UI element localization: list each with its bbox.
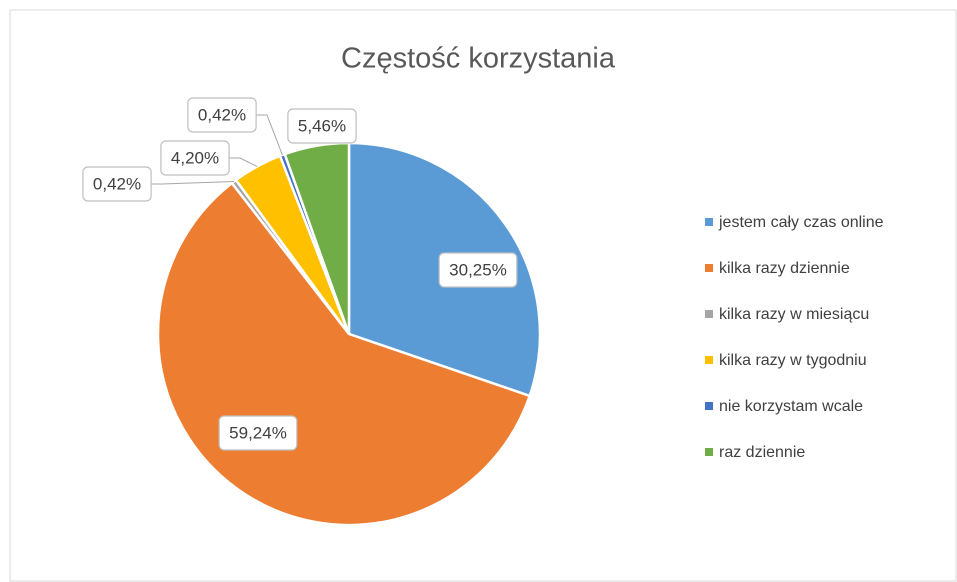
legend-swatch <box>705 448 713 456</box>
legend-swatch <box>705 356 713 364</box>
data-label: 0,42% <box>198 105 246 124</box>
legend-swatch <box>705 264 713 272</box>
legend-label: kilka razy w tygodniu <box>719 352 867 369</box>
data-label-box <box>82 166 152 202</box>
legend-label: jestem cały czas online <box>718 214 884 231</box>
chart-title: Częstość korzystania <box>341 43 616 75</box>
legend-swatch <box>705 310 713 318</box>
legend-label: kilka razy w miesiącu <box>719 306 869 323</box>
data-label-box <box>160 140 230 176</box>
legend-swatch <box>705 218 713 226</box>
data-label: 59,24% <box>229 423 287 442</box>
data-label: 0,42% <box>93 174 141 193</box>
data-label: 5,46% <box>298 116 346 135</box>
data-label-box <box>218 415 298 451</box>
legend-label: kilka razy dziennie <box>719 260 850 277</box>
legend-label: raz dziennie <box>719 444 805 461</box>
legend-swatch <box>705 402 713 410</box>
data-label-box <box>287 108 357 144</box>
data-label: 30,25% <box>449 260 507 279</box>
data-label-box <box>187 97 257 133</box>
legend-label: nie korzystam wcale <box>719 398 863 415</box>
data-label-box <box>438 252 518 288</box>
data-label: 4,20% <box>171 148 219 167</box>
